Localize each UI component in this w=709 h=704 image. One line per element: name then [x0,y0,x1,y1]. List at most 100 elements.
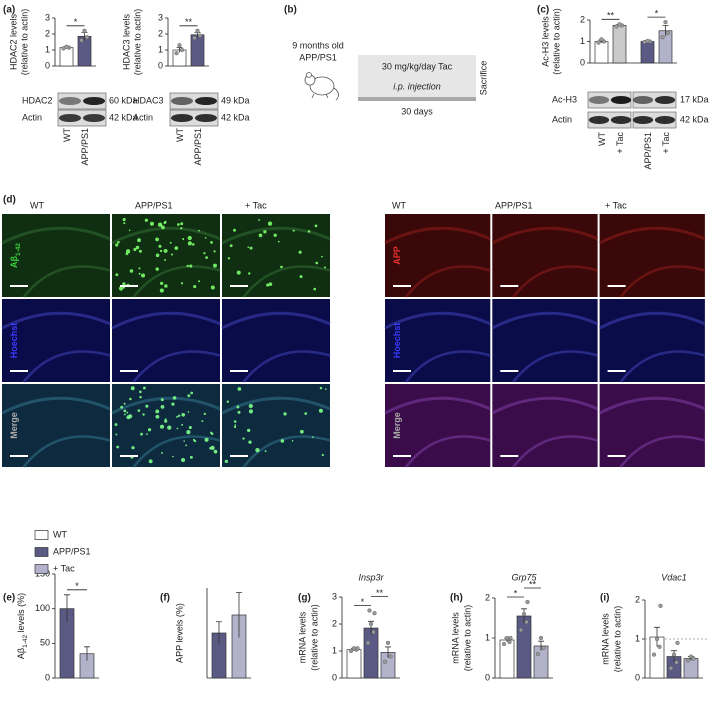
bar [594,41,609,64]
significance-label: * [75,581,79,591]
data-point [197,33,203,38]
y-tick-label: 2 [580,14,585,24]
plaque [258,233,263,238]
plaque [142,413,145,416]
data-point [599,37,604,42]
blot-protein: Actin [22,112,42,122]
plaque [170,253,174,256]
plaque [186,264,189,268]
column-header: + Tac [245,200,267,210]
plaque [209,431,212,434]
tissue-structure [221,396,331,415]
blot-band [82,114,106,122]
plaque [128,229,131,232]
tissue-structure [405,435,491,468]
bar [190,34,205,67]
plaque [283,412,287,416]
y-axis-label-part: levels (%) [16,593,26,635]
row-label-part: Aβ [9,256,19,268]
error-bar [538,640,544,651]
data-point [368,621,374,627]
x-tick-label: + Tac [661,132,671,154]
plaque [299,429,304,434]
tissue-structure [111,396,221,415]
tissue-structure [619,350,706,383]
tissue-structure [22,435,111,468]
y-tick-label: 0 [485,672,490,682]
plaque [236,270,241,275]
data-point [685,658,691,663]
legend-label: APP/PS1 [53,546,91,556]
x-tick-label: APP/PS1 [193,128,203,166]
plaque [229,244,233,248]
tissue-structure [132,265,221,298]
plaque [169,241,172,244]
plaque [318,408,323,413]
plaque [139,390,142,394]
data-point [654,636,660,642]
plaque [142,386,146,390]
plaque [155,267,159,271]
plaque [126,411,129,414]
chart-title: Insp3r [358,572,384,582]
data-point [174,51,179,56]
micrograph [222,384,330,467]
plaque [129,269,134,273]
plaque [249,246,253,250]
data-point [596,40,601,45]
plaque [189,455,193,459]
plaque [210,240,213,244]
plaque [190,391,194,395]
micrograph [599,384,705,467]
plaque [263,230,267,234]
row-label-part: Hoechst [9,323,19,359]
data-point [617,22,622,27]
plaque [125,249,131,254]
plaque [298,250,302,254]
plaque [181,423,184,426]
tissue-structure [384,396,491,415]
plaque [116,445,120,449]
plaque [315,261,319,265]
plaque [203,252,206,255]
plaque [123,409,127,413]
plaque [292,229,295,232]
y-tick-label: 2 [158,28,163,38]
animal-model: APP/PS1 [299,52,337,62]
panel-label: (a) [3,5,15,16]
y-tick-label: 1 [485,632,490,642]
data-point [507,639,512,645]
y-tick-label: 0 [332,672,337,682]
plaque [321,255,323,258]
data-point [177,43,182,48]
panel-label: (i) [600,593,609,604]
y-axis-label: (relative to actin) [551,8,561,75]
y-tick-label: 1 [45,44,50,54]
plaque [210,285,215,290]
column-header: APP/PS1 [135,200,173,210]
micrograph [492,384,598,467]
y-axis-label: (relative to actin) [19,9,29,76]
micrograph [222,299,330,382]
treatment: 30 mg/kg/day Tac [382,61,453,71]
plaque [304,412,308,415]
plaque [307,230,311,233]
blot-protein: Ac-H3 [552,94,577,104]
plaque [145,404,149,408]
tissue-structure [22,265,111,298]
plaque [123,222,126,225]
plaque [264,450,267,453]
plaque [123,402,126,405]
tissue-structure [132,350,221,383]
chart-title: Grp75 [511,572,537,582]
y-axis-label: (relative to actin) [462,605,472,672]
plaque [163,248,168,253]
tissue-structure [512,350,598,383]
significance-label: ** [529,579,537,589]
blot-band [194,97,218,105]
significance-label: ** [376,588,384,598]
blot-band [632,96,654,104]
plaque [114,423,118,426]
plaque [159,249,163,253]
plaque [164,259,167,262]
